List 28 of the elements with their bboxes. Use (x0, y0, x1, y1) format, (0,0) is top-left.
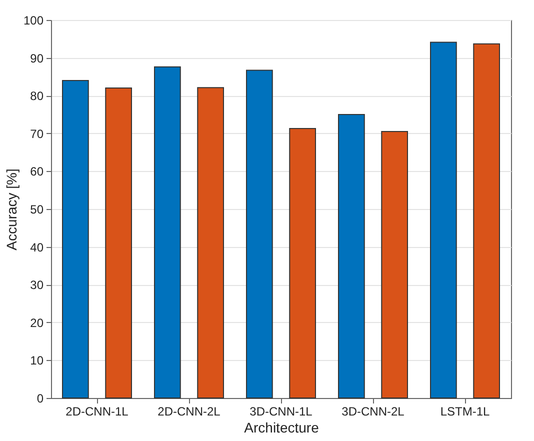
bar (246, 70, 273, 398)
bar (338, 114, 365, 398)
y-tick-label: 40 (30, 240, 44, 254)
y-tick-label: 90 (30, 51, 44, 66)
y-tick-label: 100 (23, 14, 44, 28)
y-tick-label: 70 (30, 126, 44, 141)
y-tick-label: 0 (36, 392, 44, 406)
x-axis-title: Architecture (244, 420, 320, 436)
y-tick-label: 60 (30, 164, 44, 179)
bar (197, 87, 224, 398)
x-tick-label: 2D-CNN-1L (66, 404, 129, 418)
y-tick-label: 30 (30, 278, 44, 292)
y-tick-label: 80 (30, 89, 44, 104)
y-tick-label: 20 (30, 316, 44, 330)
bar (62, 80, 89, 398)
bar (430, 42, 457, 398)
bar (289, 128, 316, 398)
x-tick-label: LSTM-1L (440, 404, 490, 418)
y-tick-label: 50 (30, 202, 44, 216)
x-tick-label: 3D-CNN-1L (250, 404, 313, 418)
bar (381, 131, 408, 398)
y-tick-label: 10 (30, 354, 44, 368)
bar (105, 88, 132, 398)
bar (154, 66, 181, 398)
y-axis-title: Accuracy [%] (3, 168, 20, 250)
x-tick-label: 2D-CNN-2L (158, 404, 221, 418)
x-tick-label: 3D-CNN-2L (342, 404, 405, 418)
bar (473, 43, 500, 398)
